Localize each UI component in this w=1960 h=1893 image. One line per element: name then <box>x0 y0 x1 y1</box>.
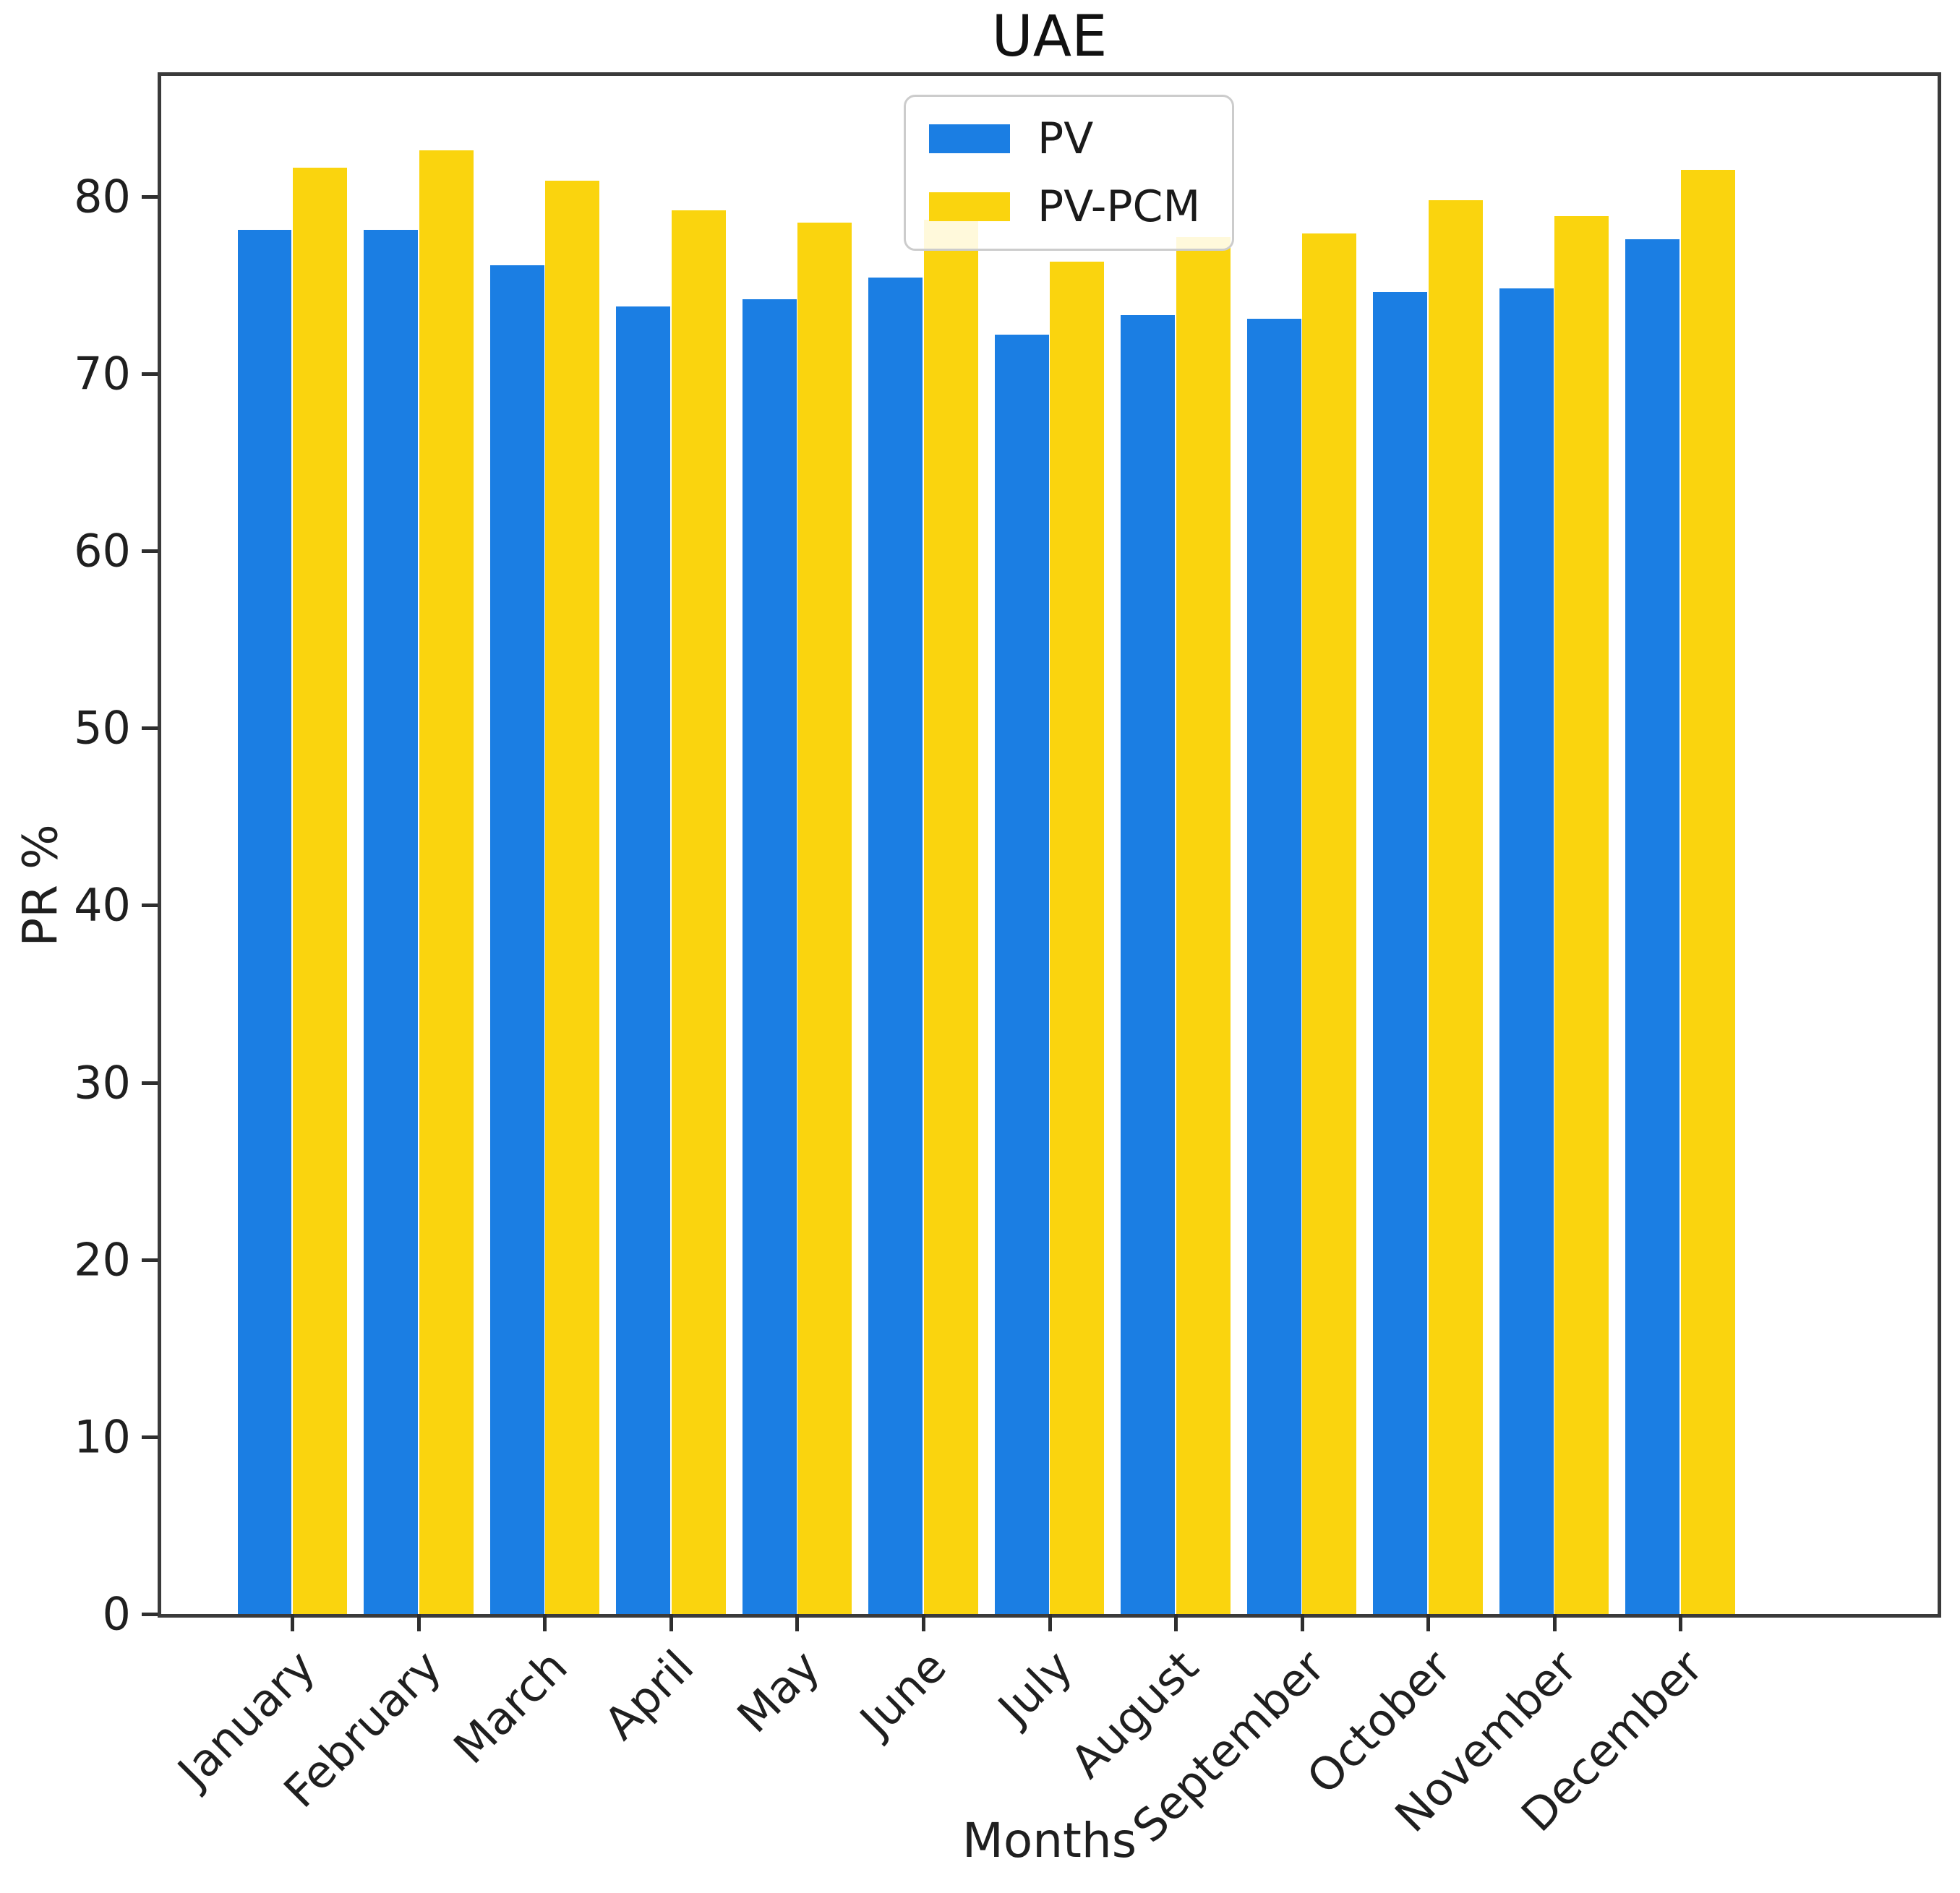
x-tick-mark-july <box>1048 1614 1052 1631</box>
x-tick-label-june: June <box>850 1640 957 1747</box>
legend-label-pv: PV <box>1037 113 1094 164</box>
y-tick-label-50: 50 <box>74 701 131 755</box>
x-tick-mark-april <box>669 1614 673 1631</box>
x-tick-mark-august <box>1174 1614 1178 1631</box>
bar-pv-pcm-august <box>1176 237 1231 1614</box>
bar-pv-pcm-october <box>1428 199 1483 1614</box>
bar-pv-pcm-september <box>1302 233 1357 1614</box>
x-tick-label-july: July <box>988 1640 1083 1735</box>
y-tick-mark-20 <box>142 1258 158 1262</box>
x-tick-mark-november <box>1552 1614 1557 1631</box>
x-tick-mark-january <box>291 1614 295 1631</box>
x-tick-mark-march <box>543 1614 547 1631</box>
bar-pv-pcm-february <box>419 150 474 1614</box>
bar-pv-november <box>1499 288 1554 1614</box>
bar-pv-august <box>1121 314 1175 1614</box>
bar-pv-pcm-june <box>923 219 978 1614</box>
bar-pv-pcm-march <box>545 180 600 1614</box>
x-tick-label-march: March <box>443 1640 578 1774</box>
legend-label-pv-pcm: PV-PCM <box>1037 181 1201 232</box>
legend-swatch-pv-pcm <box>929 192 1011 221</box>
x-axis-title: Months <box>962 1813 1137 1868</box>
bar-pv-june <box>868 278 923 1614</box>
bar-pv-december <box>1625 239 1680 1614</box>
x-tick-mark-october <box>1426 1614 1430 1631</box>
bar-pv-april <box>616 306 670 1614</box>
bar-pv-may <box>742 299 797 1614</box>
y-tick-mark-0 <box>142 1613 158 1616</box>
bar-pv-pcm-may <box>797 223 852 1614</box>
x-tick-mark-may <box>795 1614 800 1631</box>
y-tick-label-20: 20 <box>74 1233 131 1287</box>
y-tick-mark-10 <box>142 1435 158 1439</box>
bar-pv-pcm-january <box>293 168 348 1614</box>
bar-pv-pcm-december <box>1680 169 1735 1614</box>
bar-pv-february <box>364 230 418 1614</box>
plot-area: PV PV-PCM 0 10 20 30 40 50 60 70 80 January Februar… <box>74 72 1941 1853</box>
x-tick-mark-june <box>921 1614 925 1631</box>
legend-swatch-pv <box>929 124 1011 153</box>
chart-title: UAE <box>991 4 1108 69</box>
bar-pv-march <box>489 265 544 1614</box>
y-tick-label-30: 30 <box>74 1056 131 1109</box>
y-tick-mark-70 <box>142 372 158 376</box>
y-tick-mark-60 <box>142 549 158 554</box>
bar-pv-october <box>1373 292 1428 1614</box>
legend-row-pv-pcm: PV-PCM <box>929 185 1200 228</box>
y-tick-mark-40 <box>142 903 158 908</box>
legend: PV PV-PCM <box>904 95 1235 251</box>
y-tick-mark-50 <box>142 726 158 731</box>
y-tick-mark-80 <box>142 194 158 199</box>
y-tick-label-60: 60 <box>74 524 131 578</box>
bar-pv-september <box>1246 318 1301 1614</box>
bar-pv-july <box>994 334 1049 1614</box>
y-tick-label-10: 10 <box>74 1410 131 1464</box>
x-tick-mark-december <box>1679 1614 1682 1631</box>
y-tick-label-0: 0 <box>102 1587 131 1641</box>
x-tick-label-may: May <box>727 1640 831 1743</box>
x-tick-mark-february <box>416 1614 421 1631</box>
bar-pv-january <box>237 230 292 1614</box>
y-tick-label-40: 40 <box>74 878 131 932</box>
bar-pv-pcm-july <box>1050 262 1105 1614</box>
x-tick-mark-september <box>1300 1614 1304 1631</box>
bar-pv-pcm-april <box>671 210 726 1614</box>
y-axis-title: PR % <box>12 824 69 947</box>
y-tick-mark-30 <box>142 1081 158 1085</box>
x-tick-label-april: April <box>594 1640 704 1750</box>
legend-row-pv: PV <box>929 117 1200 160</box>
y-tick-label-80: 80 <box>74 170 131 223</box>
bar-pv-pcm-november <box>1554 215 1609 1614</box>
y-tick-label-70: 70 <box>74 347 131 400</box>
